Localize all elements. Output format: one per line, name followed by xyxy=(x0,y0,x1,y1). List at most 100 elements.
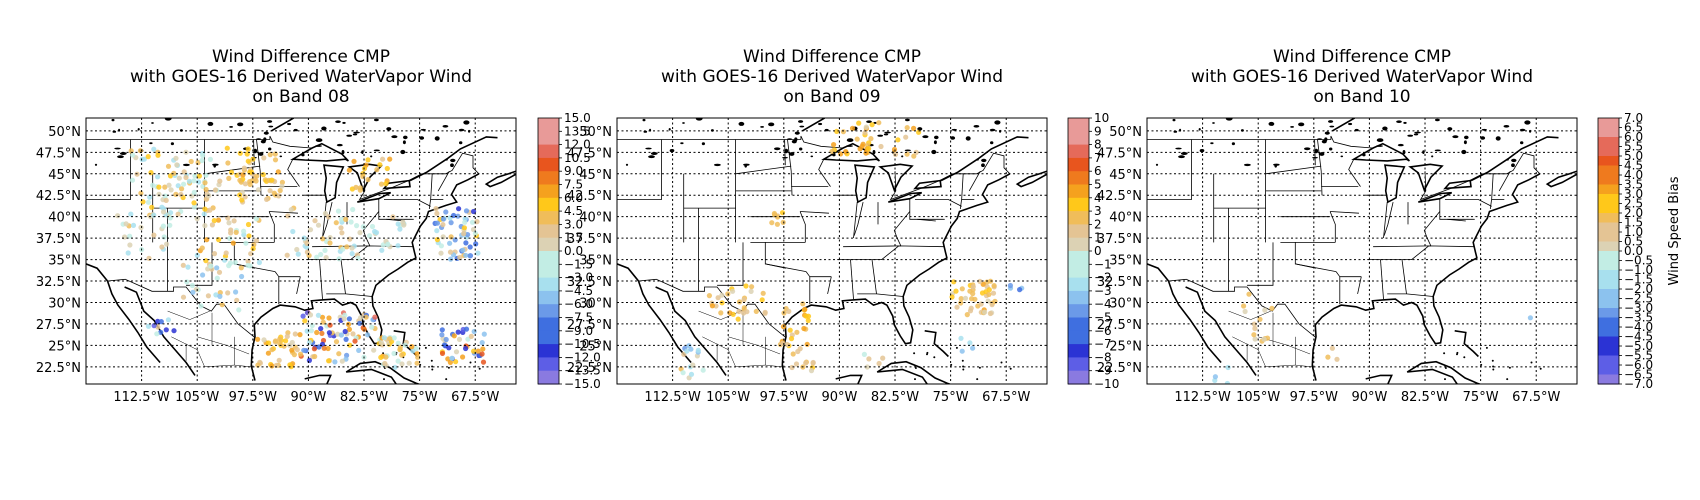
wind-bias-point xyxy=(130,152,136,158)
wind-bias-point xyxy=(156,184,162,190)
island-mark xyxy=(419,363,422,366)
wind-bias-point xyxy=(735,316,741,322)
colorbar-segment xyxy=(1598,165,1619,176)
lat-tick-label: 22.5°N xyxy=(567,361,612,376)
wind-bias-point xyxy=(962,295,969,301)
colorbar-segment xyxy=(538,211,559,225)
coastline xyxy=(106,280,161,364)
wind-bias-point xyxy=(346,316,352,322)
colorbar-segment xyxy=(538,277,559,292)
wind-bias-point xyxy=(434,220,440,226)
wind-bias-point xyxy=(231,218,237,224)
wind-bias-point xyxy=(447,249,454,255)
wind-bias-point xyxy=(456,206,462,212)
map-area xyxy=(617,118,1047,384)
coastline xyxy=(357,191,392,203)
lake-mark xyxy=(680,142,684,145)
wind-bias-point xyxy=(192,173,198,179)
wind-bias-point xyxy=(862,130,868,136)
lat-tick-label: 35°N xyxy=(579,254,612,269)
island-mark xyxy=(1480,363,1483,366)
lat-tick-label: 30°N xyxy=(48,296,81,311)
colorbar-tick-label: −1 xyxy=(1094,257,1112,271)
wind-bias-point xyxy=(360,173,366,179)
wind-bias-point xyxy=(357,230,363,236)
colorbar-segment xyxy=(1598,232,1619,243)
wind-bias-point xyxy=(276,357,282,363)
lake-mark xyxy=(934,135,939,140)
panel-title-line: Wind Difference CMP xyxy=(212,47,390,67)
colorbar-tick-label: −1.5 xyxy=(564,257,593,271)
panel-title-line: Wind Difference CMP xyxy=(743,47,921,67)
lon-tick-label: 90°W xyxy=(821,390,857,405)
wind-bias-point xyxy=(198,303,204,309)
wind-bias-point xyxy=(361,326,367,332)
coastline xyxy=(1365,374,1393,384)
wind-bias-point xyxy=(343,336,349,342)
wind-bias-point xyxy=(789,364,795,371)
colorbar-tick-label: 7.5 xyxy=(564,178,583,192)
wind-bias-point xyxy=(297,332,303,338)
wind-bias-point xyxy=(318,326,324,332)
wind-bias-point xyxy=(129,177,136,183)
colorbar-tick-label: −15.0 xyxy=(564,377,601,391)
colorbar-tick-label: 9.0 xyxy=(564,164,583,178)
wind-bias-point xyxy=(861,351,868,357)
colorbar-tick-label: −10 xyxy=(1094,377,1119,391)
state-boundary xyxy=(1228,310,1271,320)
lake-mark xyxy=(434,136,440,141)
lake-mark xyxy=(922,135,929,139)
coastline xyxy=(617,263,640,282)
wind-bias-point xyxy=(289,347,295,353)
coastline xyxy=(1418,191,1453,203)
wind-bias-point xyxy=(1269,305,1275,311)
wind-bias-point xyxy=(441,342,448,348)
state-boundary xyxy=(1445,199,1492,207)
wind-bias-point xyxy=(986,291,992,298)
map-area xyxy=(1147,118,1577,384)
wind-bias-point xyxy=(463,345,469,352)
panel-title-line: on Band 09 xyxy=(783,87,880,107)
colorbar-tick-label: −9.0 xyxy=(564,324,593,338)
wind-bias-point xyxy=(213,292,219,298)
wind-bias-point xyxy=(223,250,229,256)
island-mark xyxy=(926,353,928,356)
lake-mark xyxy=(648,155,655,159)
lat-tick-label: 50°N xyxy=(579,125,612,140)
wind-bias-point xyxy=(241,165,247,171)
wind-bias-point xyxy=(481,331,487,337)
state-boundary xyxy=(1317,139,1323,196)
wind-bias-point xyxy=(123,221,129,227)
state-boundary xyxy=(171,336,205,367)
colorbar-segment xyxy=(1068,264,1089,279)
wind-bias-point xyxy=(457,254,463,261)
wind-bias-point xyxy=(239,273,245,280)
wind-bias-point xyxy=(173,191,179,197)
colorbar-segment xyxy=(538,330,559,345)
lake-mark xyxy=(229,126,234,128)
lake-mark xyxy=(695,118,703,121)
wind-bias-point xyxy=(227,235,233,242)
wind-bias-point xyxy=(472,230,478,236)
wind-bias-point xyxy=(856,120,862,126)
wind-bias-point xyxy=(468,333,474,339)
wind-bias-point xyxy=(300,313,306,319)
wind-bias-point xyxy=(904,151,910,157)
wind-bias-point xyxy=(245,262,251,269)
colorbar-segment xyxy=(1598,175,1619,186)
colorbar-tick-label: 8 xyxy=(1094,138,1102,152)
wind-bias-point xyxy=(163,197,169,203)
wind-bias-point xyxy=(736,299,743,305)
lat-tick-label: 42.5°N xyxy=(1097,189,1142,204)
wind-bias-point xyxy=(307,312,314,318)
wind-bias-point xyxy=(237,177,243,183)
wind-bias-point xyxy=(176,175,182,181)
wind-bias-point xyxy=(340,246,346,252)
lat-tick-label: 40°N xyxy=(579,211,612,226)
island-mark xyxy=(1444,367,1447,369)
colorbar-tick-label: −7.0 xyxy=(1624,377,1653,391)
wind-bias-point xyxy=(1241,303,1247,309)
wind-bias-point xyxy=(138,224,144,231)
wind-bias-point xyxy=(951,279,957,285)
